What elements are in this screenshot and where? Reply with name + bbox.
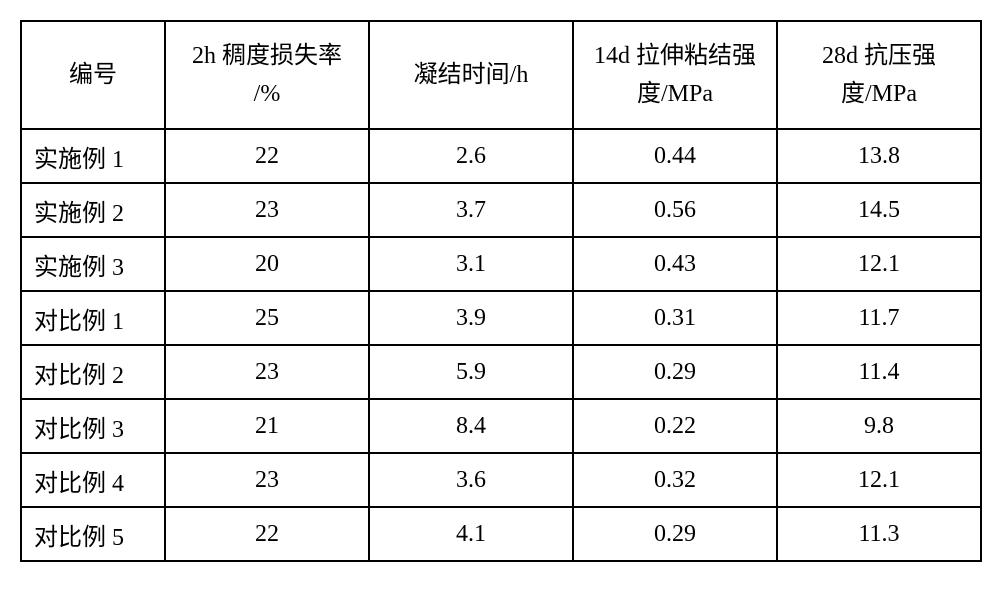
table-row: 实施例 1 22 2.6 0.44 13.8 (21, 129, 981, 183)
cell-setting-time: 3.9 (369, 291, 573, 345)
cell-tensile-strength: 0.29 (573, 345, 777, 399)
cell-id: 实施例 3 (21, 237, 165, 291)
header-cell-setting-time: 凝结时间/h (369, 21, 573, 129)
cell-setting-time: 5.9 (369, 345, 573, 399)
cell-compressive-strength: 11.4 (777, 345, 981, 399)
cell-compressive-strength: 11.3 (777, 507, 981, 561)
table-row: 对比例 2 23 5.9 0.29 11.4 (21, 345, 981, 399)
cell-tensile-strength: 0.31 (573, 291, 777, 345)
header-label-line2: 度/MPa (841, 75, 917, 113)
cell-consistency-loss: 23 (165, 453, 369, 507)
cell-id: 对比例 4 (21, 453, 165, 507)
cell-consistency-loss: 20 (165, 237, 369, 291)
cell-compressive-strength: 13.8 (777, 129, 981, 183)
header-cell-tensile-strength: 14d 拉伸粘结强 度/MPa (573, 21, 777, 129)
cell-tensile-strength: 0.56 (573, 183, 777, 237)
cell-setting-time: 3.7 (369, 183, 573, 237)
cell-tensile-strength: 0.22 (573, 399, 777, 453)
cell-id: 对比例 1 (21, 291, 165, 345)
cell-compressive-strength: 9.8 (777, 399, 981, 453)
cell-id: 实施例 2 (21, 183, 165, 237)
cell-consistency-loss: 25 (165, 291, 369, 345)
cell-id: 实施例 1 (21, 129, 165, 183)
cell-consistency-loss: 22 (165, 507, 369, 561)
table-row: 对比例 4 23 3.6 0.32 12.1 (21, 453, 981, 507)
cell-id: 对比例 3 (21, 399, 165, 453)
table-row: 实施例 2 23 3.7 0.56 14.5 (21, 183, 981, 237)
cell-tensile-strength: 0.32 (573, 453, 777, 507)
header-multiline-wrapper: 14d 拉伸粘结强 度/MPa (578, 30, 772, 120)
header-label-line2: 度/MPa (637, 75, 713, 113)
header-label-line1: 28d 抗压强 (822, 37, 936, 75)
cell-setting-time: 3.6 (369, 453, 573, 507)
cell-consistency-loss: 23 (165, 183, 369, 237)
table-body: 实施例 1 22 2.6 0.44 13.8 实施例 2 23 3.7 0.56… (21, 129, 981, 561)
header-multiline-wrapper: 2h 稠度损失率 /% (170, 30, 364, 120)
table-row: 对比例 3 21 8.4 0.22 9.8 (21, 399, 981, 453)
cell-tensile-strength: 0.44 (573, 129, 777, 183)
cell-setting-time: 8.4 (369, 399, 573, 453)
header-cell-id: 编号 (21, 21, 165, 129)
cell-compressive-strength: 12.1 (777, 237, 981, 291)
cell-id: 对比例 2 (21, 345, 165, 399)
cell-tensile-strength: 0.43 (573, 237, 777, 291)
header-row: 编号 2h 稠度损失率 /% 凝结时间/h 14d 拉伸粘结强 度/MPa (21, 21, 981, 129)
cell-consistency-loss: 21 (165, 399, 369, 453)
cell-tensile-strength: 0.29 (573, 507, 777, 561)
header-label: 凝结时间/h (414, 62, 529, 88)
data-table-container: 编号 2h 稠度损失率 /% 凝结时间/h 14d 拉伸粘结强 度/MPa (20, 20, 980, 562)
table-header: 编号 2h 稠度损失率 /% 凝结时间/h 14d 拉伸粘结强 度/MPa (21, 21, 981, 129)
cell-compressive-strength: 11.7 (777, 291, 981, 345)
cell-consistency-loss: 23 (165, 345, 369, 399)
table-row: 对比例 1 25 3.9 0.31 11.7 (21, 291, 981, 345)
header-label: 编号 (69, 62, 117, 88)
cell-compressive-strength: 14.5 (777, 183, 981, 237)
cell-setting-time: 3.1 (369, 237, 573, 291)
cell-consistency-loss: 22 (165, 129, 369, 183)
header-cell-consistency-loss: 2h 稠度损失率 /% (165, 21, 369, 129)
table-row: 实施例 3 20 3.1 0.43 12.1 (21, 237, 981, 291)
header-cell-compressive-strength: 28d 抗压强 度/MPa (777, 21, 981, 129)
table-row: 对比例 5 22 4.1 0.29 11.3 (21, 507, 981, 561)
header-label-line1: 2h 稠度损失率 (192, 37, 342, 75)
data-table: 编号 2h 稠度损失率 /% 凝结时间/h 14d 拉伸粘结强 度/MPa (20, 20, 982, 562)
cell-compressive-strength: 12.1 (777, 453, 981, 507)
header-label-line2: /% (254, 75, 281, 113)
cell-setting-time: 4.1 (369, 507, 573, 561)
cell-id: 对比例 5 (21, 507, 165, 561)
cell-setting-time: 2.6 (369, 129, 573, 183)
header-label-line1: 14d 拉伸粘结强 (594, 37, 756, 75)
header-multiline-wrapper: 28d 抗压强 度/MPa (782, 30, 976, 120)
